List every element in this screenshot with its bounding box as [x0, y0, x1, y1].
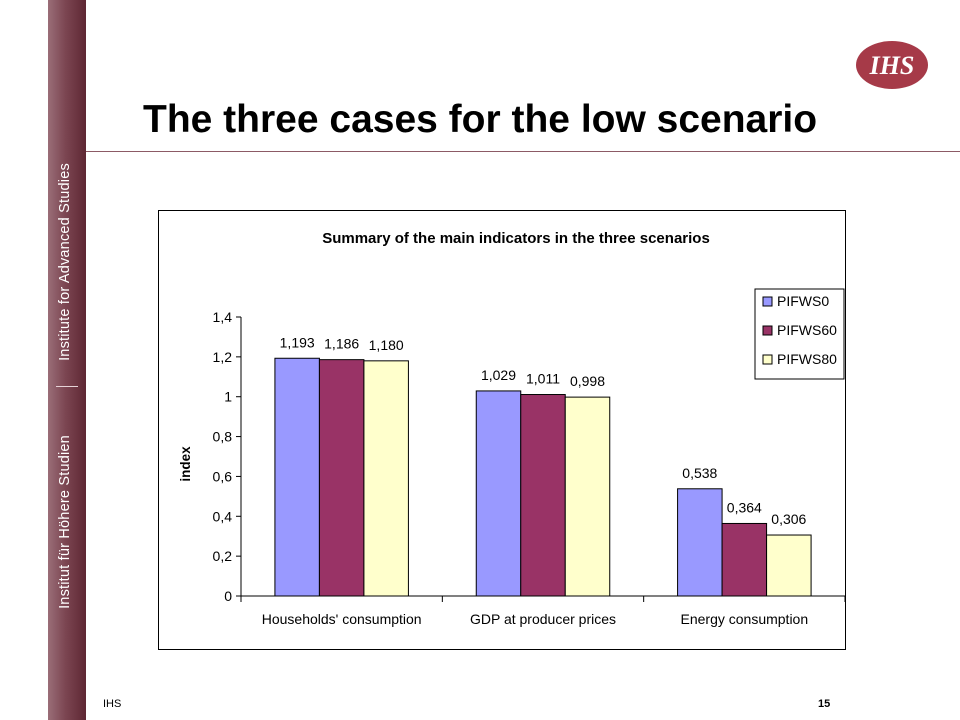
y-tick-label: 0,8	[213, 429, 233, 445]
data-label: 1,193	[280, 334, 315, 350]
sidebar-band	[48, 0, 86, 720]
data-label: 0,998	[570, 373, 605, 389]
bar	[564, 396, 611, 597]
y-tick-label: 0,6	[213, 468, 233, 484]
page-number: 15	[818, 698, 831, 710]
chart-frame: Summary of the main indicators in the th…	[158, 210, 846, 650]
header-rule	[86, 151, 960, 152]
y-tick-label: 0,2	[213, 548, 233, 564]
logo-ellipse	[856, 41, 928, 89]
y-tick-label: 0	[224, 588, 232, 604]
bar	[766, 534, 812, 597]
legend-swatch	[762, 325, 773, 336]
bar	[318, 359, 365, 597]
bar	[677, 488, 723, 597]
y-tick-label: 1,2	[213, 349, 233, 365]
sidebar-institute-de: Institut für Höhere Studien	[57, 435, 73, 609]
data-label: 1,186	[324, 336, 359, 352]
x-tick-label: GDP at producer prices	[470, 611, 616, 627]
x-tick-label: Energy consumption	[681, 611, 809, 627]
bar	[363, 360, 409, 597]
data-label: 0,538	[682, 465, 717, 481]
bar	[274, 357, 320, 597]
footer-label: IHS	[103, 698, 122, 710]
bar	[520, 394, 566, 597]
bar-chart: Summary of the main indicators in the th…	[178, 230, 846, 627]
data-label: 1,029	[481, 367, 516, 383]
x-tick-label: Households' consumption	[262, 611, 422, 627]
legend-swatch	[762, 354, 773, 365]
data-label: 1,011	[526, 371, 560, 387]
y-tick-label: 0,4	[213, 508, 233, 524]
legend: PIFWS0 PIFWS60 PIFWS80	[754, 288, 845, 380]
logo-text: IHS	[869, 51, 915, 80]
sidebar: Institute for Advanced Studies Institut …	[0, 0, 86, 720]
data-label: 1,180	[369, 337, 404, 353]
legend-swatch	[762, 296, 773, 307]
y-tick-label: 1	[224, 389, 232, 405]
data-label: 0,364	[727, 499, 762, 515]
legend-label: PIFWS80	[777, 351, 837, 367]
bar	[475, 390, 522, 597]
legend-label: PIFWS60	[777, 322, 837, 338]
chart-title: Summary of the main indicators in the th…	[322, 230, 710, 247]
page-title: The three cases for the low scenario	[143, 98, 818, 141]
bar	[721, 522, 768, 597]
legend-label: PIFWS0	[777, 293, 829, 309]
y-axis-label: index	[178, 446, 193, 482]
ihs-logo: IHS	[856, 41, 928, 89]
plot-area: 0 0,2 0,4 0,6 0,8 1 1,2 1,4 1,193 1,186 1,180 House…	[213, 309, 846, 627]
y-tick-label: 1,4	[213, 309, 233, 325]
sidebar-separator	[56, 386, 78, 387]
data-label: 0,306	[771, 511, 806, 527]
sidebar-institute-en: Institute for Advanced Studies	[57, 163, 73, 361]
